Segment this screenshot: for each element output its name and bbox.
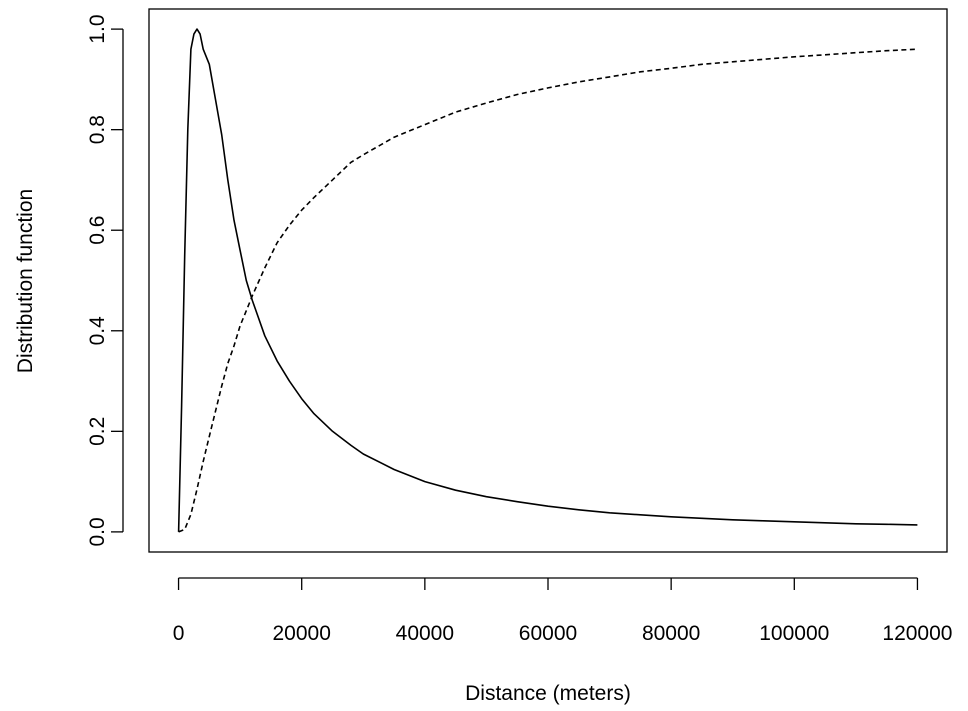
y-tick-label: 0.2 [86,417,109,446]
x-axis-title: Distance (meters) [465,682,631,705]
y-tick-label: 0.4 [86,316,109,346]
y-tick-label: 0.6 [86,216,109,245]
y-axis: 0.0 0.2 0.4 0.6 0.8 1.0 [86,14,124,547]
x-tick-label: 60000 [519,622,577,645]
series-line-1-solid [177,28,918,532]
x-axis: 0 20000 40000 60000 80000 100000 120000 [173,577,952,645]
x-tick-label: 80000 [642,622,700,645]
plot-frame [148,8,948,553]
y-tick-label: 1.0 [86,14,109,43]
x-tick-label: 120000 [882,622,952,645]
x-tick-label: 20000 [273,622,331,645]
x-tick-label: 40000 [396,622,454,645]
x-tick-label: 0 [173,622,185,645]
series-layer [177,28,918,533]
y-tick-label: 0.0 [86,517,109,546]
x-tick-label: 100000 [759,622,829,645]
y-axis-title: Distribution function [14,189,37,373]
series-line-2-dashed [178,48,918,533]
y-tick-label: 0.8 [86,115,109,144]
